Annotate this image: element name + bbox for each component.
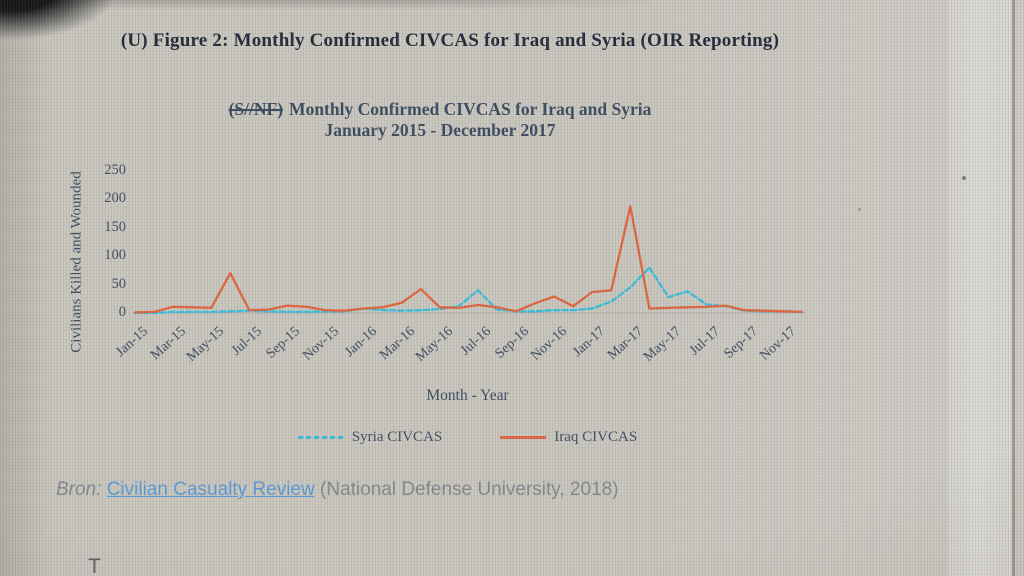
y-tick-label: 50: [111, 275, 127, 292]
dust-speck: [962, 176, 966, 180]
page-edge-line: [1012, 0, 1015, 576]
source-label: Bron:: [56, 479, 102, 500]
legend-label-iraq: Iraq CIVCAS: [554, 429, 638, 445]
y-tick-label: 150: [104, 218, 126, 235]
source-suffix: (National Defense University, 2018): [320, 479, 619, 500]
y-tick-label: 250: [104, 162, 126, 178]
chart-subtitle: January 2015 - December 2017: [324, 120, 556, 140]
chart-title-line1: (S//NF) Monthly Confirmed CIVCAS for Iraq…: [100, 99, 780, 120]
dust-speck: [858, 208, 861, 211]
page-edge-highlight: [948, 0, 1012, 576]
figure-caption: (U) Figure 2: Monthly Confirmed CIVCAS f…: [120, 30, 780, 51]
y-tick-label: 100: [104, 247, 126, 264]
y-tick-label: 200: [104, 190, 126, 207]
series-line-iraq: [133, 205, 803, 314]
source-line: Bron: Civilian Casualty Review (National…: [56, 479, 619, 501]
chart-title: (S//NF) Monthly Confirmed CIVCAS for Iraq…: [100, 99, 780, 141]
iraq-line-swatch: [500, 436, 547, 439]
legend-item-iraq: Iraq CIVCAS: [500, 429, 637, 446]
classification-marking: (S//NF): [228, 99, 284, 119]
series-line-syria: [133, 266, 803, 315]
syria-line-swatch: [297, 436, 344, 439]
legend-item-syria: Syria CIVCAS: [297, 429, 443, 446]
plot-area: [133, 205, 806, 315]
y-tick-label: 0: [118, 304, 126, 320]
cut-off-paragraph-text: T: [88, 555, 101, 576]
top-edge-shadow: [0, 0, 660, 10]
source-link[interactable]: Civilian Casualty Review: [106, 479, 315, 500]
chart-title-text: Monthly Confirmed CIVCAS for Iraq and Sy…: [289, 99, 652, 119]
legend: Syria CIVCAS Iraq CIVCAS: [135, 429, 800, 446]
x-axis-title: Month - Year: [426, 387, 509, 404]
legend-label-syria: Syria CIVCAS: [351, 429, 443, 445]
